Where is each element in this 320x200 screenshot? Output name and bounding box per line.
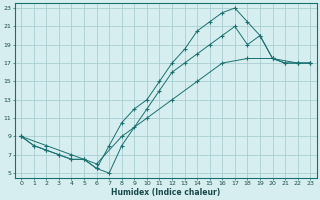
X-axis label: Humidex (Indice chaleur): Humidex (Indice chaleur): [111, 188, 220, 197]
